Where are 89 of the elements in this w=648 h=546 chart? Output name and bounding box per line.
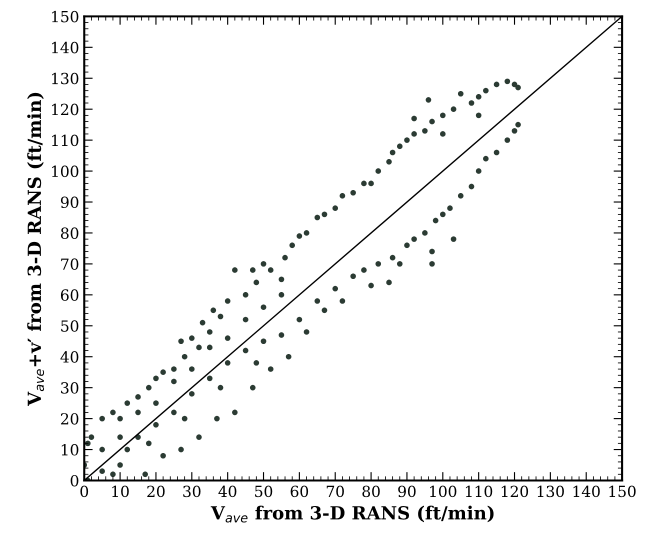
y-tick-label: 10 xyxy=(62,444,78,456)
point xyxy=(260,338,266,344)
x-tick-label: 70 xyxy=(326,486,344,498)
point xyxy=(171,410,177,416)
x-tick-label: 120 xyxy=(502,486,528,498)
y-tick-label: 140 xyxy=(52,42,78,54)
x-tick-label: 80 xyxy=(362,486,380,498)
point xyxy=(458,193,464,199)
point xyxy=(268,366,274,372)
point xyxy=(206,376,213,382)
point xyxy=(99,468,105,474)
point xyxy=(189,391,195,397)
point xyxy=(117,462,123,468)
x-tick-label: 60 xyxy=(290,486,308,498)
x-tick-label: 30 xyxy=(183,486,201,498)
x-tick-label: 20 xyxy=(147,486,165,498)
point xyxy=(110,472,116,478)
point xyxy=(350,274,356,280)
point xyxy=(196,434,202,440)
point xyxy=(286,354,292,360)
point xyxy=(296,316,302,322)
y-tick-label: 60 xyxy=(60,289,78,301)
y-tick-label: 150 xyxy=(52,10,78,22)
point xyxy=(278,332,284,338)
y-tick-label: 50 xyxy=(61,320,78,332)
point xyxy=(429,261,435,267)
y-tick-label: 120 xyxy=(52,104,78,116)
y-tick-label: 100 xyxy=(52,166,78,178)
point xyxy=(447,205,453,211)
point xyxy=(476,168,482,174)
point xyxy=(153,422,159,428)
point xyxy=(214,416,220,422)
point xyxy=(404,242,410,248)
point xyxy=(304,329,310,335)
point xyxy=(515,122,521,128)
y-tick-label: 70 xyxy=(61,258,78,270)
point xyxy=(368,282,374,288)
point xyxy=(386,280,392,286)
point xyxy=(422,230,428,236)
point xyxy=(254,360,260,366)
x-tick-label: 90 xyxy=(398,486,416,498)
point xyxy=(218,384,224,390)
point xyxy=(322,308,328,314)
x-tick-label: 130 xyxy=(538,486,564,498)
y-tick-label: 130 xyxy=(52,72,78,84)
point xyxy=(242,348,248,354)
point xyxy=(494,150,500,156)
x-axis-title: V$_{ave}$ from 3-D RANS (ft/min) xyxy=(210,506,494,523)
x-tick-label: 0 xyxy=(80,486,88,498)
point xyxy=(142,472,148,478)
point xyxy=(468,184,474,190)
point xyxy=(232,410,238,416)
x-tick-label: 40 xyxy=(218,486,236,498)
point xyxy=(146,440,152,446)
point xyxy=(440,212,446,218)
x-tick-label: 100 xyxy=(430,486,456,498)
y-tick-label: 20 xyxy=(60,413,78,425)
point xyxy=(396,261,403,267)
point xyxy=(332,286,338,292)
y-tick-label: 30 xyxy=(61,382,78,394)
point xyxy=(124,446,130,452)
point xyxy=(375,261,382,267)
x-tick-label: 50 xyxy=(255,486,272,498)
point xyxy=(390,254,396,260)
y-axis-title: V$_{ave}$+v′ from 3-D RANS (ft/min) xyxy=(27,92,44,406)
point xyxy=(432,218,438,224)
point xyxy=(483,156,489,162)
y-tick-label: 0 xyxy=(70,474,78,486)
y-tick-label: 80 xyxy=(60,227,78,239)
point xyxy=(429,248,435,254)
point xyxy=(178,446,184,452)
point xyxy=(250,384,256,390)
y-tick-label: 110 xyxy=(52,134,78,146)
x-tick-label: 150 xyxy=(609,486,636,498)
point xyxy=(160,452,166,459)
point xyxy=(411,236,417,242)
point xyxy=(512,128,518,134)
x-tick-label: 140 xyxy=(574,486,600,498)
x-tick-label: 110 xyxy=(466,486,492,498)
y-tick-label: 40 xyxy=(60,351,78,363)
point xyxy=(361,267,367,273)
y-tick-label: 90 xyxy=(60,196,78,208)
x-tick-label: 10 xyxy=(112,486,129,498)
point xyxy=(182,416,188,422)
point xyxy=(224,360,230,366)
point xyxy=(504,137,510,143)
point xyxy=(340,298,346,304)
point xyxy=(450,236,456,242)
point xyxy=(314,298,320,304)
